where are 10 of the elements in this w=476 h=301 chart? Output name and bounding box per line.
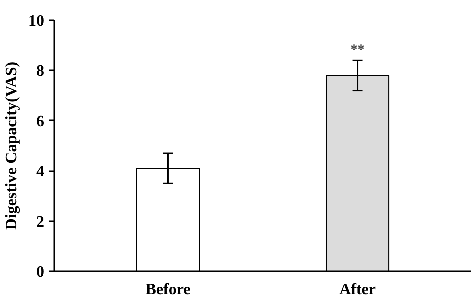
y-tick-label: 10 bbox=[28, 13, 44, 30]
y-tick-label: 6 bbox=[36, 113, 44, 130]
y-axis-title: Digestive Capacity(VAS) bbox=[4, 62, 20, 230]
y-tick-label: 8 bbox=[36, 63, 44, 80]
y-tick-label: 2 bbox=[36, 214, 44, 231]
y-tick-label: 0 bbox=[36, 264, 44, 281]
x-tick-label: Before bbox=[146, 282, 191, 298]
y-tick-label: 4 bbox=[36, 164, 44, 181]
annotation: ** bbox=[350, 43, 365, 58]
x-tick-label: After bbox=[340, 282, 376, 298]
